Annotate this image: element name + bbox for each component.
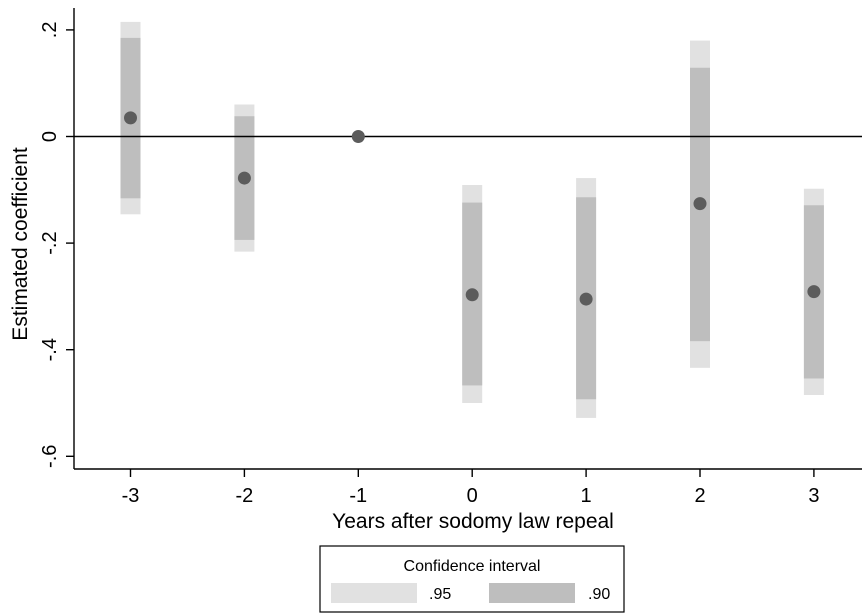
legend-title: Confidence interval [404,558,541,575]
ci-90-bands [120,37,824,400]
x-axis-ticks: -3 -2 -1 0 1 2 3 [122,469,819,507]
y-axis-title: Estimated coefficient [9,147,32,341]
x-axis-title: Years after sodomy law repeal [332,510,614,533]
point-estimate [579,292,593,306]
point-estimate [465,288,479,302]
legend-swatch-95 [331,583,417,603]
legend-label-90: .90 [588,586,610,603]
x-tick-label: 0 [467,485,478,507]
legend: Confidence interval .95 .90 [319,545,625,613]
y-tick-label: -.4 [39,338,61,361]
point-estimate [237,171,251,185]
y-tick-label: -.6 [39,445,61,468]
y-tick-label: -.2 [39,231,61,254]
legend-label-95: .95 [429,586,451,603]
point-estimates [124,111,821,306]
y-tick-label: .2 [39,22,61,39]
x-tick-label: 2 [694,485,705,507]
x-tick-label: -2 [236,485,254,507]
x-tick-label: 1 [581,485,592,507]
point-estimate [807,285,821,299]
y-axis-ticks: .2 0 -.2 -.4 -.6 [39,22,74,468]
x-tick-label: -1 [349,485,367,507]
point-estimate [693,197,707,211]
x-tick-label: 3 [808,485,819,507]
y-tick-label: 0 [39,131,61,142]
legend-swatch-90 [489,583,575,603]
point-estimate [351,130,365,143]
x-tick-label: -3 [122,485,140,507]
point-estimate [124,111,137,125]
axes [73,8,862,470]
